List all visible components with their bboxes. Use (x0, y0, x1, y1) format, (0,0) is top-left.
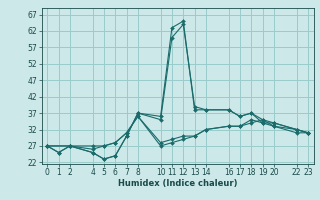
X-axis label: Humidex (Indice chaleur): Humidex (Indice chaleur) (118, 179, 237, 188)
